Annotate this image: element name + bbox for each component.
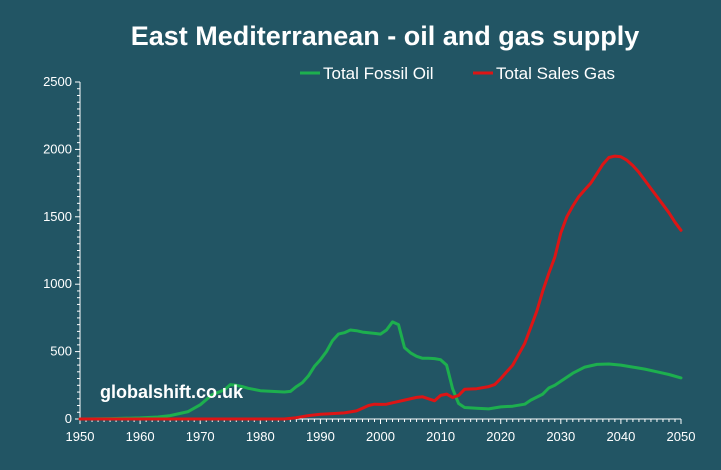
y-tick-label: 2000 (43, 141, 72, 156)
y-tick-label: 2500 (43, 74, 72, 89)
x-tick-label: 2010 (426, 429, 455, 444)
series-line-total-fossil-oil (78, 320, 683, 421)
y-tick-label: 0 (65, 411, 72, 426)
x-tick-label: 1980 (246, 429, 275, 444)
watermark-annotation: globalshift.co.uk (100, 382, 244, 402)
y-tick-label: 500 (50, 344, 72, 359)
legend-label-gas: Total Sales Gas (496, 64, 615, 83)
x-tick-label: 2050 (667, 429, 696, 444)
x-tick-label: 2030 (546, 429, 575, 444)
x-tick-label: 1960 (126, 429, 155, 444)
series-line-total-sales-gas (78, 154, 683, 421)
x-tick-label: 1950 (66, 429, 95, 444)
y-tick-label: 1500 (43, 209, 72, 224)
y-tick-label: 1000 (43, 276, 72, 291)
axes: 0 500 1000 1500 2000 2500 1950 1960 1970 1980 1990… (43, 74, 695, 444)
x-tick-label: 1970 (186, 429, 215, 444)
x-tick-label: 2040 (606, 429, 635, 444)
chart-title: East Mediterranean - oil and gas supply (131, 21, 640, 51)
series-layer (78, 154, 683, 421)
x-tick-label: 1990 (306, 429, 335, 444)
legend: Total Fossil Oil Total Sales Gas (300, 64, 615, 83)
x-tick-label: 2000 (366, 429, 395, 444)
x-tick-label: 2020 (486, 429, 515, 444)
legend-label-oil: Total Fossil Oil (323, 64, 434, 83)
